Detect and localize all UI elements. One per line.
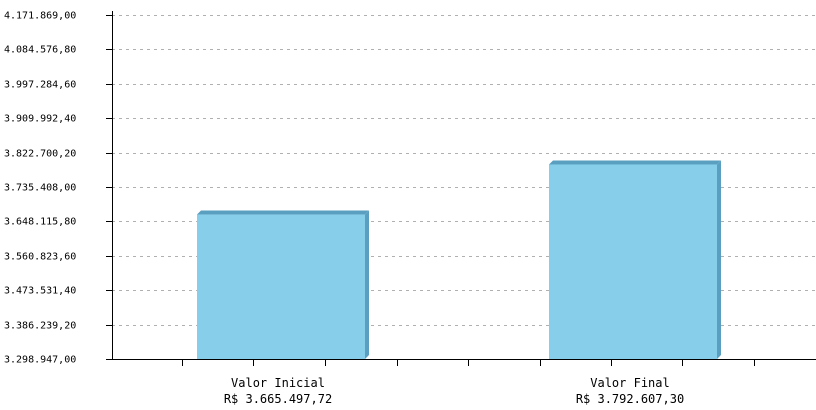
grid-lines	[112, 15, 816, 326]
y-tick-label: 3.648.115,80	[4, 217, 76, 228]
y-tick-label: 3.298.947,00	[4, 355, 76, 366]
bar-side	[717, 160, 721, 359]
bar-top	[549, 160, 721, 165]
x-category-value-label: R$ 3.665.497,72	[224, 392, 332, 406]
y-tick-label: 3.997.284,60	[4, 80, 76, 91]
y-tick-label: 3.735.408,00	[4, 183, 76, 194]
y-axis-ticks: 4.171.869,00 4.084.576,80 3.997.284,60 3.90…	[4, 11, 112, 366]
bars	[197, 160, 721, 359]
y-tick-label: 3.909.992,40	[4, 114, 76, 125]
bar-1	[197, 210, 369, 359]
y-tick-label: 3.386.239,20	[4, 321, 76, 332]
x-axis-labels: Valor Inicial R$ 3.665.497,72 Valor Final R…	[224, 376, 684, 406]
axes	[112, 11, 816, 366]
y-tick-label: 3.560.823,60	[4, 252, 76, 263]
y-tick-label: 4.084.576,80	[4, 45, 76, 56]
y-tick-label: 4.171.869,00	[4, 11, 76, 22]
x-category-label: Valor Final	[590, 376, 669, 390]
y-tick-label: 3.822.700,20	[4, 149, 76, 160]
y-tick-label: 3.473.531,40	[4, 286, 76, 297]
bar-side	[365, 210, 369, 359]
bar-2	[549, 160, 721, 359]
bar-top	[197, 210, 369, 215]
bar-front	[549, 164, 717, 359]
bar-front	[197, 214, 365, 359]
x-category-label: Valor Inicial	[231, 376, 325, 390]
x-category-value-label: R$ 3.792.607,30	[576, 392, 684, 406]
